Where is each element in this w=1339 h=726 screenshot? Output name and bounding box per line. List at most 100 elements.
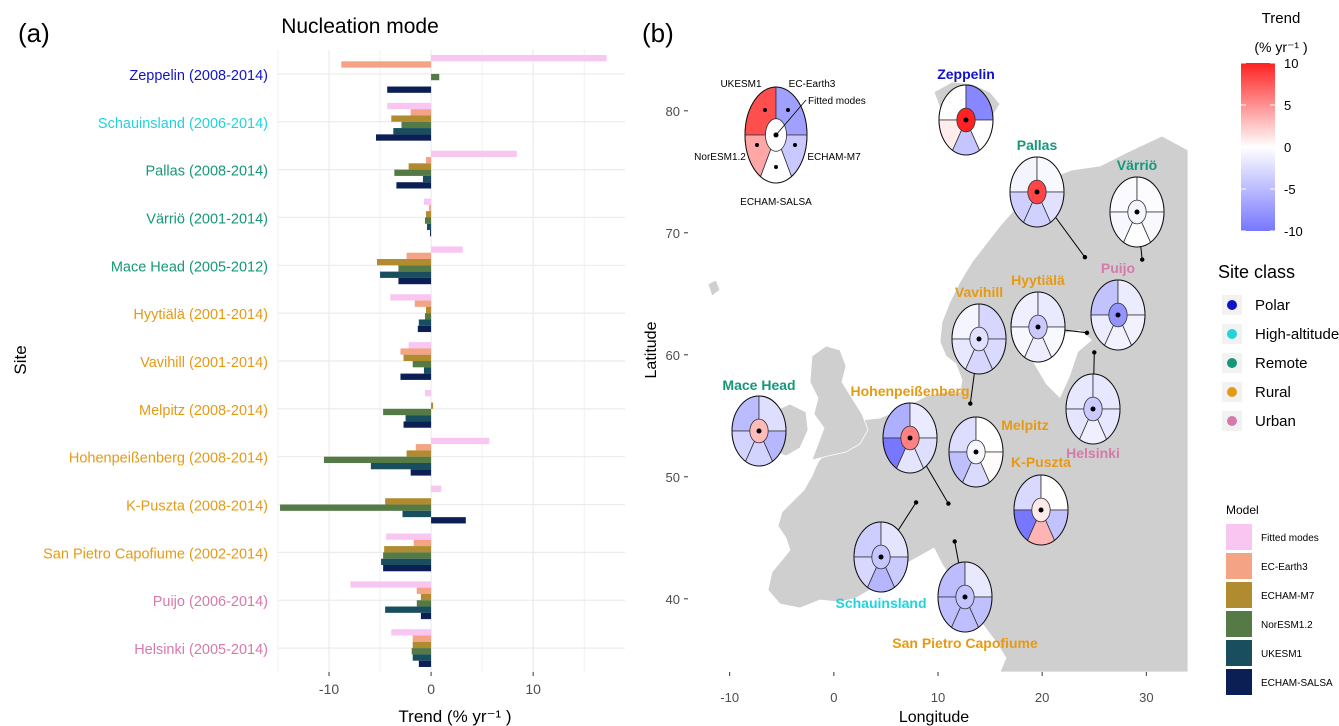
site-class-dot	[1227, 387, 1237, 397]
glyph-site-dot	[963, 117, 969, 123]
site-label: Mace Head (2005-2012)	[111, 259, 268, 275]
glyph-site-dot	[973, 449, 979, 455]
glyph-outline	[938, 84, 994, 156]
site-label: Schauinsland (2006-2014)	[98, 116, 268, 132]
bar	[400, 348, 432, 355]
bar	[384, 546, 432, 553]
site-location-dot	[968, 401, 973, 406]
site-glyph	[882, 402, 938, 474]
colorbar-unit: (% yr⁻¹ )	[1254, 39, 1307, 55]
map-x-tick-label: 0	[830, 690, 837, 705]
bar	[403, 421, 432, 428]
map-y-tick-label: 50	[666, 470, 680, 485]
glyph-outline	[731, 395, 787, 467]
site-name-label: Helsinki	[1066, 445, 1120, 461]
bar	[381, 558, 432, 565]
glyph-outline	[882, 402, 938, 474]
bar	[380, 271, 432, 278]
site-glyph	[853, 521, 909, 593]
map-sites: Zeppelin Pallas Värriö Puijo Hyytiälä Vavihil…	[722, 66, 1165, 651]
site-name-label: Mace Head	[722, 377, 795, 393]
map-plot: -10 0 10 20 30 40 50 60 70 80 Zeppelin Pallas Värri…	[666, 62, 1189, 705]
colorbar-title: Trend	[1262, 10, 1301, 27]
bar	[376, 259, 432, 266]
site-class-dot	[1227, 358, 1237, 368]
bar	[416, 587, 432, 594]
bar	[430, 230, 432, 237]
site-name-label: Hohenpeißenberg	[850, 383, 969, 399]
glyph-outline	[948, 416, 1004, 488]
site-glyph	[731, 395, 787, 467]
map-y-tick-label: 60	[666, 348, 680, 363]
glyph-site-dot	[962, 594, 968, 600]
site-class-label: Urban	[1255, 413, 1296, 430]
site-label: Hohenpeißenberg (2008-2014)	[69, 451, 268, 467]
glyph-site-dot	[907, 435, 913, 441]
glyph-site-dot	[976, 336, 982, 342]
key-label-dot	[763, 108, 767, 112]
bar	[424, 389, 432, 397]
bar	[393, 128, 432, 135]
model-legend-label: NorESM1.2	[1261, 620, 1313, 631]
site-name-label: Hyytiälä	[1011, 272, 1065, 288]
bar-chart-x-tick-label: 0	[427, 681, 435, 697]
glyph-outline	[1013, 474, 1069, 546]
site-glyph	[1009, 156, 1065, 228]
bar	[402, 510, 432, 518]
bar	[400, 373, 432, 380]
bar	[398, 265, 432, 272]
site-name-label: Pallas	[1017, 137, 1058, 153]
model-legend-swatch	[1226, 669, 1252, 695]
site-glyph	[744, 86, 808, 184]
site-class-label: Rural	[1255, 384, 1291, 401]
model-legend-label: Fitted modes	[1261, 533, 1319, 544]
site-glyph	[1109, 176, 1165, 248]
glyph-outline	[1010, 291, 1066, 363]
bar-chart-x-tick-label: 10	[525, 681, 541, 697]
site-class-legend: Site class Polar High-altitude Remote Rural…	[1218, 262, 1339, 431]
bar	[431, 437, 490, 445]
glyph-site-dot	[1038, 507, 1044, 513]
glyph-outline	[1009, 156, 1065, 228]
key-label: ECHAM-SALSA	[740, 197, 812, 208]
map-x-tick-label: -10	[720, 690, 739, 705]
bar	[415, 444, 432, 451]
site-class-dot	[1227, 329, 1237, 339]
bar	[425, 157, 432, 164]
bar	[422, 175, 432, 183]
map-x-tick-label: 20	[1035, 690, 1049, 705]
bar	[406, 252, 432, 260]
glyph-outline	[853, 521, 909, 593]
bar	[396, 182, 432, 189]
bar	[386, 533, 432, 540]
key-label-dot	[786, 108, 790, 112]
bar	[425, 306, 432, 314]
model-legend-swatch	[1226, 553, 1252, 579]
bar-chart-x-tick-label: -10	[319, 681, 339, 697]
site-class-label: High-altitude	[1255, 326, 1339, 343]
model-legend-items: Fitted modes EC-Earth3 ECHAM-M7 NorESM1.2 UK…	[1226, 524, 1333, 695]
site-name-label: Vavihill	[955, 284, 1003, 300]
bar	[423, 367, 432, 374]
bar	[431, 150, 517, 158]
site-location-dot	[1092, 350, 1097, 355]
site-location-dot	[1084, 330, 1090, 335]
key-label-dot	[774, 165, 778, 169]
panel-b-label: (b)	[642, 18, 674, 48]
bar	[414, 300, 432, 307]
glyph-site-dot	[1134, 209, 1140, 215]
key-label-dot	[793, 143, 797, 147]
bar	[394, 169, 432, 176]
bar	[375, 134, 432, 141]
colorbar-tick-label: 5	[1284, 98, 1291, 113]
site-class-legend-items: Polar High-altitude Remote Rural Urban	[1222, 295, 1339, 431]
map-x-axis-title: Longitude	[899, 709, 969, 726]
site-label: Vavihill (2001-2014)	[140, 355, 268, 371]
model-legend: Model Fitted modes EC-Earth3 ECHAM-M7 NorES…	[1226, 503, 1333, 695]
panel-a-label: (a)	[18, 18, 50, 48]
map-x-tick-label: 30	[1139, 690, 1153, 705]
glyph-outline	[744, 86, 808, 184]
glyph-outline	[937, 561, 993, 633]
site-class-label: Remote	[1255, 355, 1308, 372]
site-class-dot	[1227, 416, 1237, 426]
